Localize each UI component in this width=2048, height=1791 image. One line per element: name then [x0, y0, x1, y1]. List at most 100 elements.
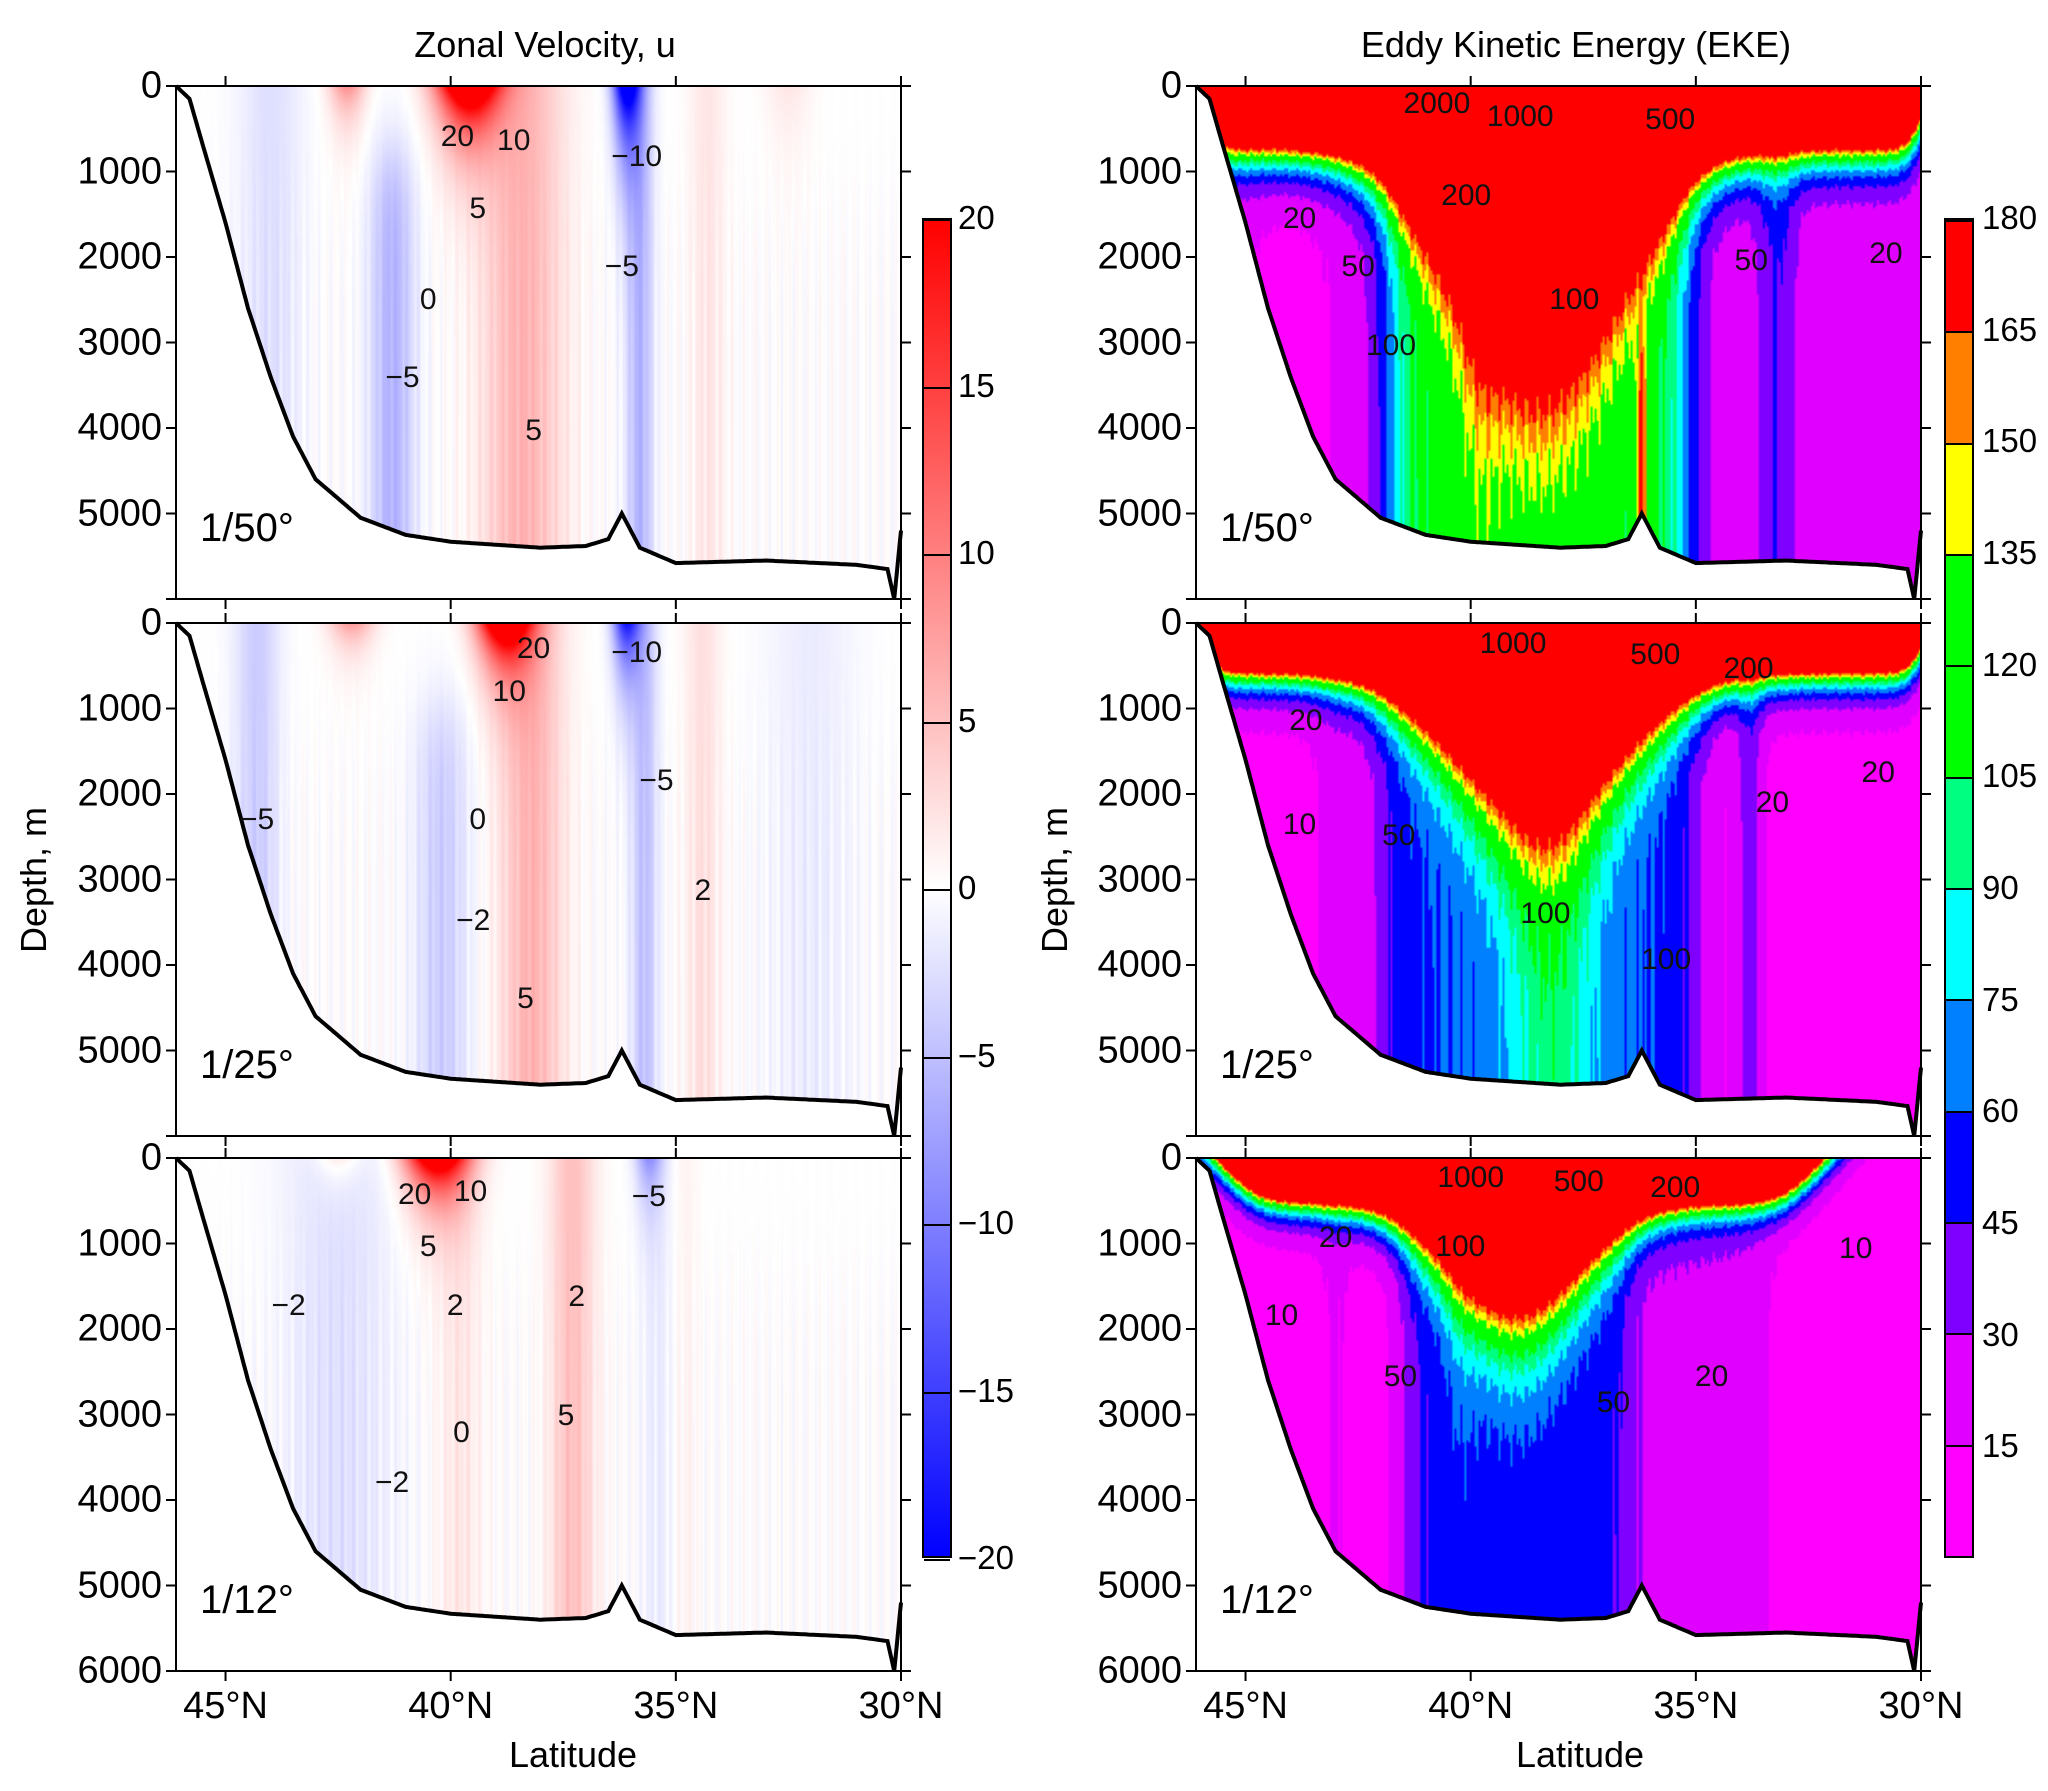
contour-label: 5 — [517, 982, 534, 1016]
y-tick-label: 5000 — [1097, 1029, 1182, 1071]
field-heatmap — [176, 86, 901, 599]
contour-label: 500 — [1630, 638, 1681, 672]
resolution-label: 1/12° — [200, 1578, 294, 1622]
colorbar-eke-segment — [1946, 442, 1972, 554]
field-heatmap — [176, 623, 901, 1136]
axes-overlay — [166, 613, 911, 1146]
y-tick-label: 5000 — [1097, 492, 1182, 534]
x-tick-label: 30°N — [1878, 1685, 1964, 1727]
y-tick-label: 5000 — [1097, 1564, 1182, 1606]
ylabel-left: Depth, m — [13, 806, 54, 954]
colorbar-eke-segment — [1946, 999, 1972, 1111]
colorbar-eke-segment — [1946, 220, 1972, 332]
x-tick-label: 45°N — [1203, 1685, 1288, 1727]
contour-label: 100 — [1641, 942, 1692, 976]
x-tick-label: 45°N — [183, 1685, 268, 1727]
contour-label: 500 — [1645, 102, 1696, 136]
colorbar-eke-label: 165 — [1982, 310, 2038, 348]
colorbar-eke-label: 90 — [1982, 869, 2019, 906]
colorbar-eke-segment — [1946, 1110, 1972, 1222]
x-tick-label: 35°N — [1653, 1685, 1739, 1727]
contour-label: 20 — [1694, 1360, 1729, 1394]
bathymetry-line — [174, 84, 903, 600]
colorbar-u — [922, 218, 952, 1561]
y-tick-label: 1000 — [1097, 687, 1182, 729]
contour-label: 2 — [694, 873, 712, 907]
contour-label: 500 — [1553, 1164, 1604, 1198]
contour-label: 50 — [1381, 818, 1416, 852]
colorbar-eke-segment — [1946, 554, 1972, 666]
contour-label: 200 — [1723, 651, 1774, 685]
contour-label: 10 — [1264, 1299, 1299, 1332]
y-tick-label: 1000 — [77, 150, 162, 192]
x-tick-label: 30°N — [858, 1685, 944, 1727]
colorbar-level-line — [924, 1056, 950, 1059]
contour-label: 20 — [1289, 703, 1323, 737]
y-tick-label: 6000 — [77, 1649, 162, 1692]
contour-label: −5 — [604, 250, 639, 284]
colorbar-eke-label: 60 — [1982, 1092, 2019, 1130]
contour-label: 5 — [557, 1399, 575, 1433]
colorbar-eke-segment — [1946, 665, 1972, 777]
xlabel-left: Latitude — [508, 1734, 638, 1775]
contour-label: −5 — [639, 764, 674, 798]
contour-label: 200 — [1441, 178, 1492, 212]
colorbar-level-line — [924, 219, 950, 221]
contour-label: 50 — [1383, 1360, 1418, 1394]
ylabel-right: Depth, m — [1034, 806, 1075, 954]
bathymetry-line — [1194, 1156, 1923, 1672]
axes-overlay — [166, 76, 911, 609]
contour-label: 20 — [1318, 1220, 1353, 1254]
contour-label: 10 — [492, 675, 526, 709]
y-tick-label: 0 — [1160, 1136, 1182, 1179]
colorbar-eke-label: 180 — [1982, 199, 2038, 236]
colorbar-u-label: −10 — [958, 1204, 1014, 1241]
field-heatmap — [1196, 623, 1921, 1136]
y-tick-label: 6000 — [1097, 1649, 1182, 1692]
colorbar-level-line — [924, 386, 950, 389]
y-tick-label: 3000 — [1097, 321, 1182, 363]
y-tick-label: 2000 — [77, 772, 162, 815]
colorbar-eke-label: 75 — [1982, 980, 2019, 1018]
y-tick-label: 1000 — [77, 687, 162, 729]
field-heatmap — [1196, 86, 1921, 599]
colorbar-eke-segment — [1946, 1333, 1972, 1445]
eke-panel-1 — [1186, 76, 1931, 609]
colorbar-u-label: −20 — [958, 1539, 1014, 1576]
y-tick-label: 1000 — [1097, 150, 1182, 192]
contour-label: 20 — [1282, 202, 1317, 236]
contour-label: 100 — [1435, 1229, 1486, 1263]
y-tick-label: 4000 — [1097, 943, 1182, 986]
colorbar-u-label: −5 — [958, 1036, 996, 1074]
y-tick-label: 2000 — [77, 235, 162, 278]
bathymetry-line — [174, 1156, 903, 1672]
eke-panel-3 — [1186, 1148, 1931, 1681]
axes-overlay — [1186, 1148, 1931, 1681]
contour-label: 0 — [419, 282, 437, 316]
resolution-label: 1/50° — [200, 506, 294, 550]
colorbar-eke-label: 120 — [1982, 645, 2038, 683]
y-tick-label: 4000 — [77, 406, 162, 449]
u-panel-3 — [166, 1148, 911, 1681]
axes-overlay — [166, 1148, 911, 1681]
colorbar-level-line — [924, 554, 950, 556]
y-tick-label: 4000 — [77, 943, 162, 986]
contour-label: 20 — [440, 119, 475, 153]
axes-overlay — [1186, 76, 1931, 609]
colorbar-level-line — [924, 721, 950, 724]
contour-label: 2000 — [1403, 87, 1471, 121]
field-heatmap — [1196, 1158, 1921, 1671]
colorbar-eke-label: 45 — [1982, 1204, 2019, 1241]
xlabel-right: Latitude — [1515, 1734, 1645, 1775]
bathymetry-line — [1194, 621, 1923, 1137]
contour-label: −2 — [456, 903, 491, 937]
y-tick-label: 5000 — [77, 1029, 162, 1071]
contour-label: 50 — [1341, 250, 1375, 284]
y-tick-label: 0 — [1160, 64, 1182, 107]
contour-label: 20 — [1861, 756, 1895, 790]
colorbar-eke-label: 15 — [1982, 1427, 2019, 1465]
bathymetry-line — [1194, 84, 1923, 600]
colorbar-u-label: −15 — [958, 1371, 1014, 1409]
contour-label: 10 — [497, 123, 531, 157]
contour-label: −2 — [271, 1288, 306, 1322]
